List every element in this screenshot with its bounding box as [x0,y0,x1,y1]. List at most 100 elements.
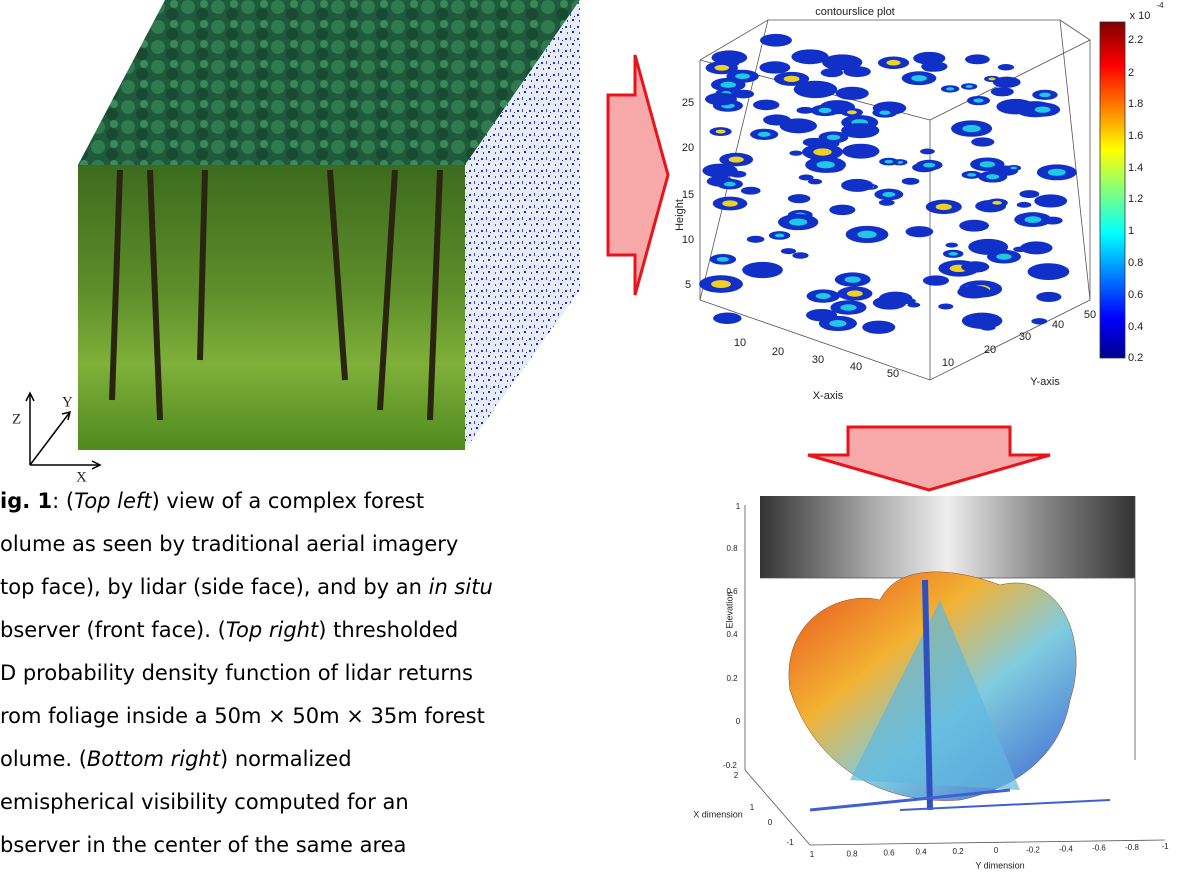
axis-glyph-label: Z [12,411,21,427]
axis-label: -1 [786,838,794,847]
axis-label: 0.8 [1128,257,1143,269]
axis-label: 25 [682,97,694,109]
foliage-blob [965,85,972,88]
axis-label: X dimension [693,809,743,819]
foliage-blob [713,313,741,324]
caption-segment: ) thresholded [318,618,458,642]
axis-label: 0.4 [915,848,927,857]
sky-image [760,496,1135,578]
axis-glyph-label: X [76,469,87,485]
foliage-blob [763,114,791,125]
axis-label: 10 [734,337,746,349]
axis-label: 0.4 [1128,321,1143,333]
foliage-blob [906,226,934,237]
foliage-blob [781,248,796,254]
caption-segment: Bottom right [87,747,221,771]
axis-label: -4 [1156,1,1164,10]
foliage-blob [921,61,947,72]
foliage-blob [702,164,737,178]
foliage-blob [845,276,861,282]
axis-label: Y-axis [1030,376,1060,388]
foliage-blob [789,218,807,225]
foliage-blob [1019,190,1039,198]
foliage-blob [973,98,983,102]
foliage-blob [836,87,869,100]
axis-label: -1 [1161,842,1169,851]
foliage-blob [724,182,736,187]
caption-segment: bserver (front face). ( [0,618,226,642]
foliage-blob [760,34,792,47]
foliage-blob [753,100,779,111]
foliage-blob [998,64,1014,71]
foliage-blob [832,60,849,67]
foliage-blob [946,243,958,248]
axis-label: 1 [736,502,741,511]
axis-label: 1.2 [1128,193,1143,205]
axis-label: 0.6 [883,849,895,858]
foliage-blob [968,239,1008,255]
foliage-blob [879,199,895,205]
foliage-blob [721,82,737,88]
axis-label: 0.4 [726,630,738,639]
foliage-blob [862,146,879,153]
visibility-surface [789,572,1110,810]
foliage-blob [847,290,863,296]
axis-label: 1.8 [1128,98,1143,110]
foliage-blob [729,157,744,163]
caption-segment: olume. ( [0,747,87,771]
axis-label: 0 [768,818,773,827]
foliage-blob [847,110,857,114]
axis-label: 50 [1084,309,1096,321]
foliage-blob [1048,169,1066,176]
foliage-blob [813,148,831,155]
foliage-blob [1013,247,1027,252]
foliage-blob [711,280,731,288]
colorbar [1100,22,1125,358]
caption-segment: olume as seen by traditional aerial imag… [0,532,458,556]
axis-label: 10 [942,357,954,369]
foliage-blob [784,76,800,82]
foliage-blob [1025,216,1042,223]
axis-label: 1.6 [1128,130,1143,142]
axis-label: 0 [994,846,999,855]
foliage-blob [816,161,834,168]
foliage-blob [1036,292,1061,302]
foliage-blob [829,320,846,327]
foliage-blob [980,324,996,330]
foliage-blob [1010,167,1017,170]
axis-label: 0.8 [846,849,858,858]
foliage-blob [735,73,750,79]
caption-line: emispherical visibility computed for an [0,790,409,814]
axis-label: 0.6 [1128,289,1143,301]
foliage-blob [884,160,893,163]
foliage-blob [797,107,814,114]
caption-segment: : ( [52,489,74,513]
foliage-blob [923,275,949,285]
axis-label: -0.2 [723,761,737,770]
foliage-blob [991,87,1014,96]
axis-label: Y dimension [975,860,1024,870]
caption-line: bserver in the center of the same area [0,833,406,857]
axis-label: 0 [736,717,741,726]
foliage-blob [792,252,808,258]
foliage-blob [1031,318,1047,324]
foliage-blob [758,132,771,137]
page: {"figure": { "axes_glyph": {"z": "Z", "y… [0,0,1182,871]
foliage-blob [717,257,729,262]
foliage-blob [799,175,814,181]
foliage-blob [775,234,785,238]
caption-segment: ) view of a complex forest [152,489,425,513]
caption-segment: rom foliage inside a 50m × 50m × 35m for… [0,704,485,728]
foliage-blob [962,125,980,132]
foliage-blob [1017,202,1032,208]
foliage-blob [967,173,976,177]
axis-label: 0.2 [726,674,738,683]
caption-segment: Top left [74,489,152,513]
foliage-blob [816,293,831,299]
caption-line: bserver (front face). (Top right) thresh… [0,618,458,642]
axis-label: 1 [1128,225,1134,237]
foliage-blob [879,110,890,114]
foliage-blob [946,87,954,90]
caption-segment: ig. 1 [0,489,52,513]
arrow-down [808,427,1050,490]
